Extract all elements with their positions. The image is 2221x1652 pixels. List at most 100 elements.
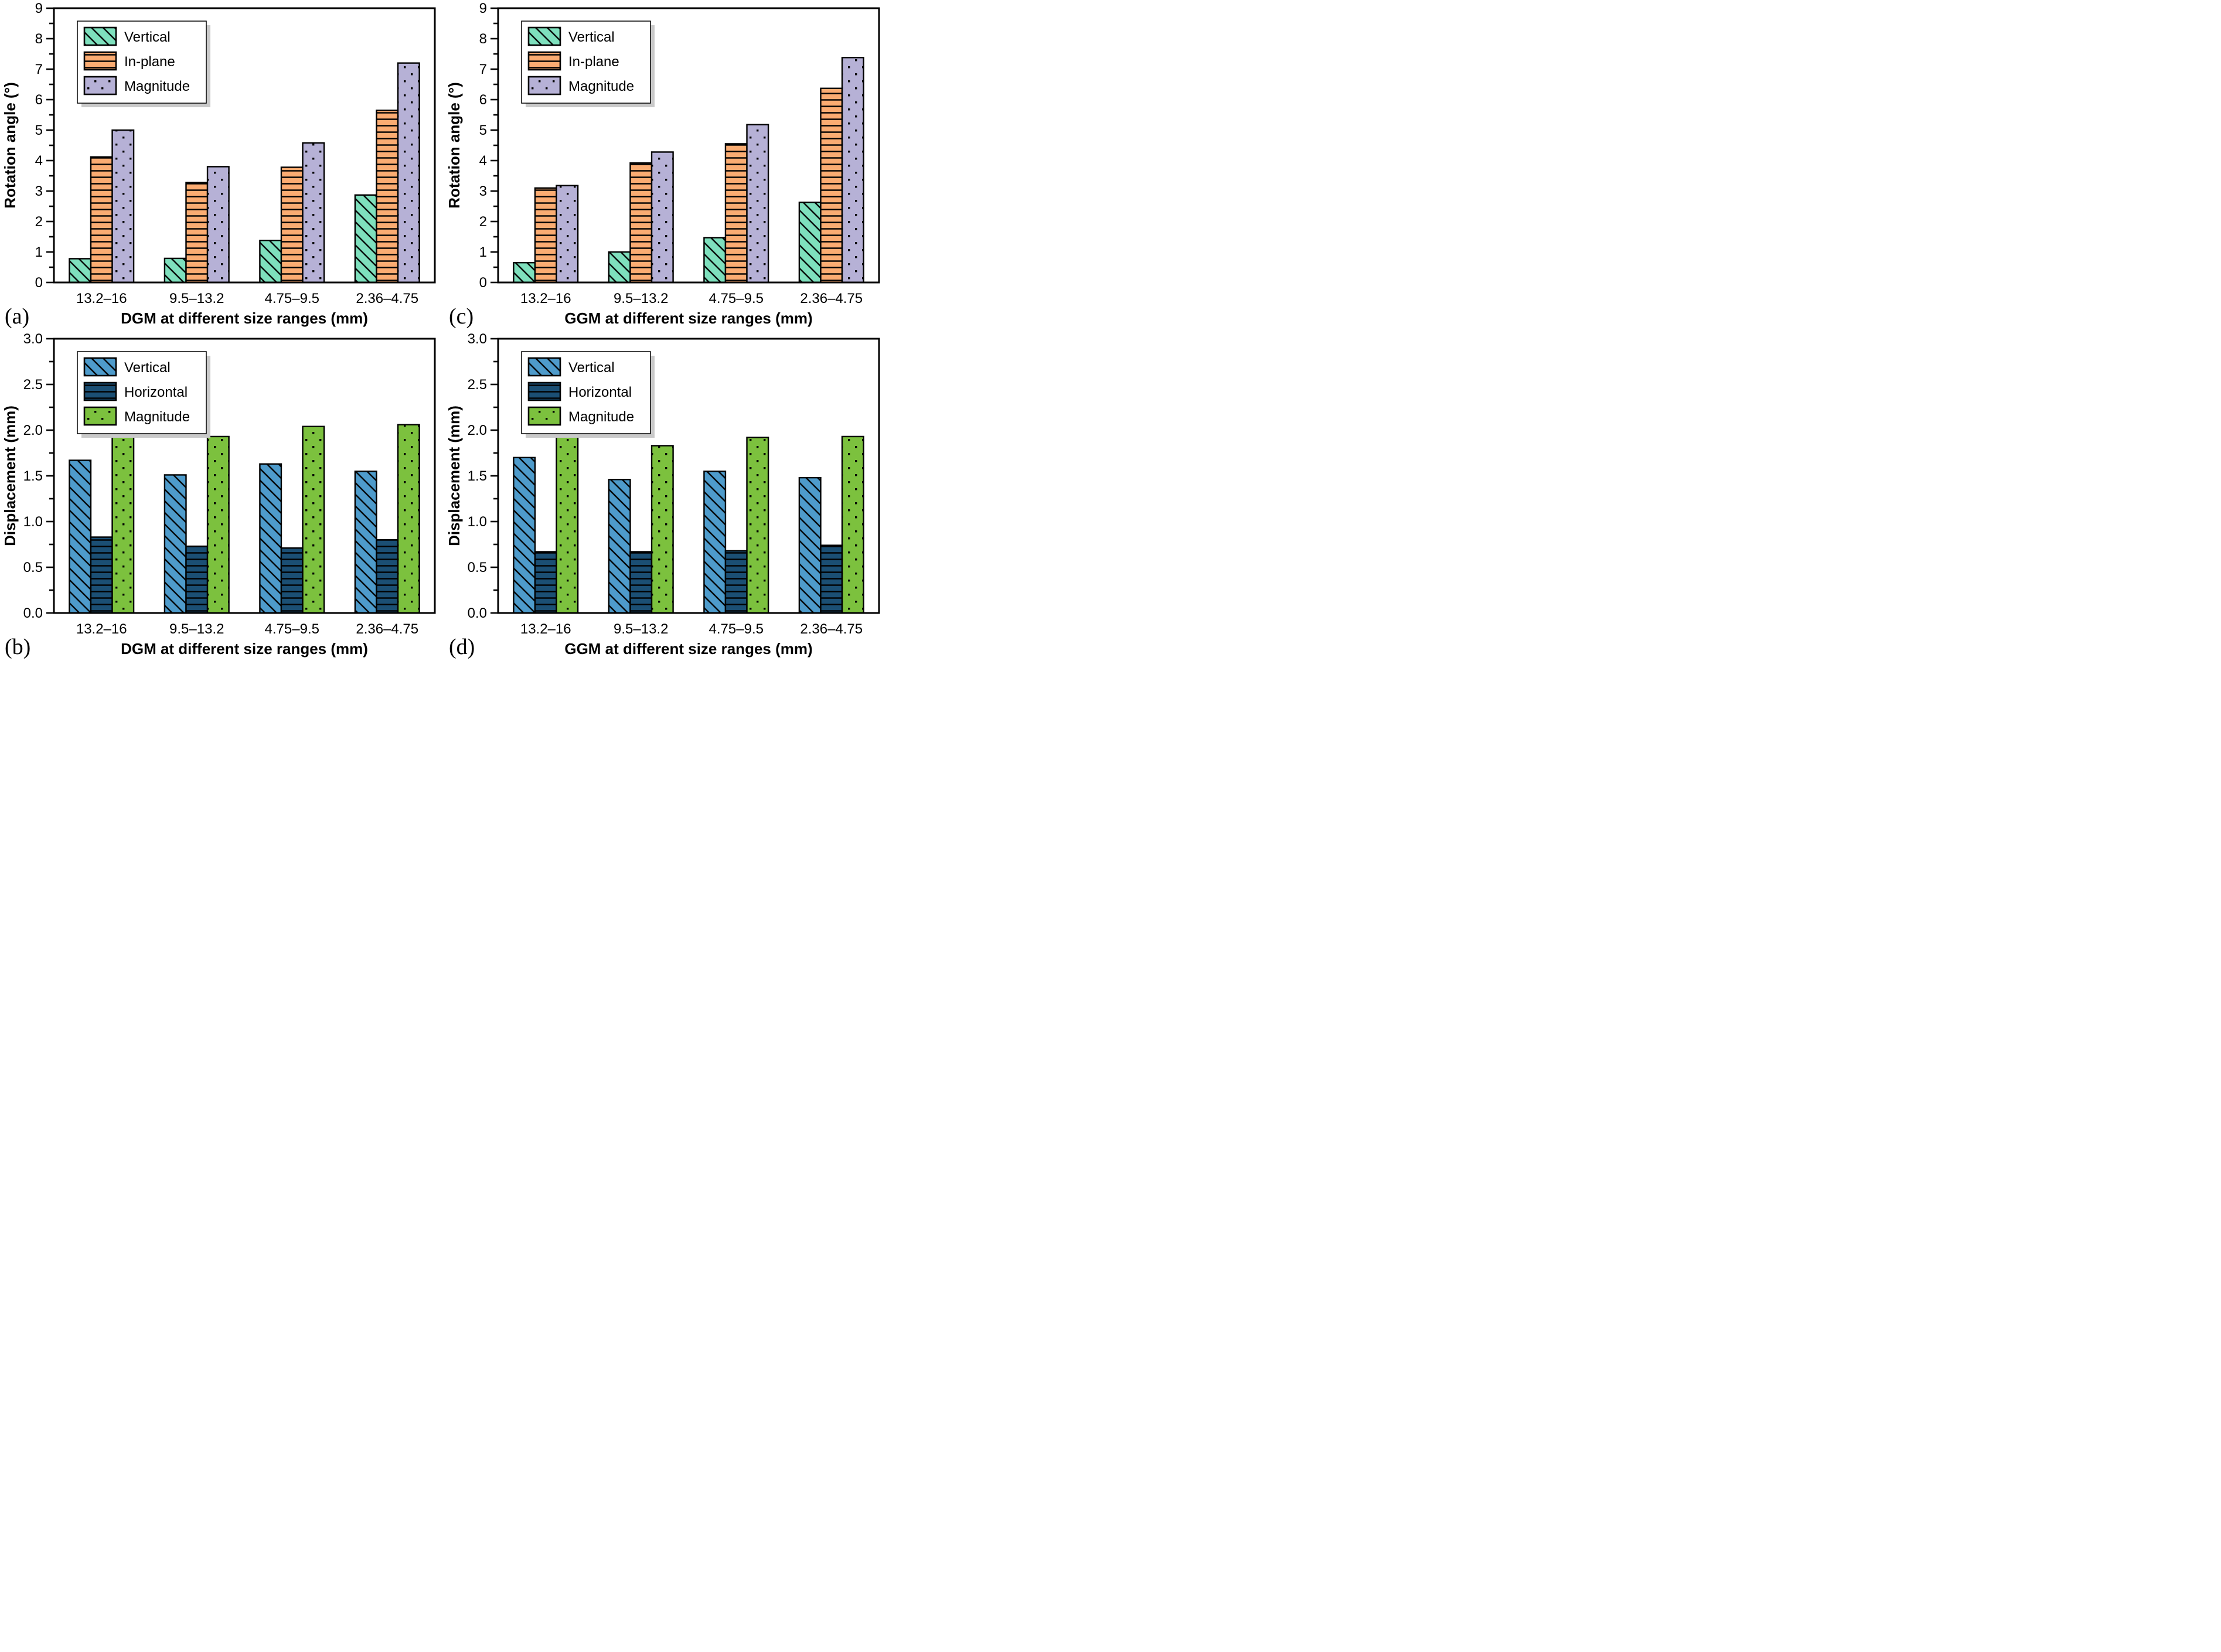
bar-horizontal-4.75–9.5 bbox=[724, 550, 748, 614]
panel-letter: (d) bbox=[449, 635, 475, 659]
chart-d: 0.0 0.5 1.0 1.5 2.0 2.5 3.0 13.2–16 9.5–13.2 4.75… bbox=[445, 331, 880, 659]
y-tick-label: 6 bbox=[35, 92, 43, 108]
y-tick-label: 1 bbox=[479, 244, 487, 260]
legend-swatch-vertical bbox=[527, 357, 561, 377]
legend-label-magnitude: Magnitude bbox=[124, 79, 190, 94]
panel-d-displacement-ggm: 0.0 0.5 1.0 1.5 2.0 2.5 3.0 13.2–16 9.5–13.2 4.75… bbox=[444, 331, 888, 661]
bar-magnitude-13.2–16 bbox=[556, 185, 579, 284]
y-tick-label: 4 bbox=[35, 153, 43, 169]
bar-horizontal-9.5–13.2 bbox=[629, 551, 653, 614]
x-category-label: 2.36–4.75 bbox=[800, 291, 863, 306]
legend-swatch-vertical bbox=[83, 357, 117, 377]
legend: Vertical In-plane Magnitude bbox=[521, 21, 655, 107]
bar-magnitude-2.36–4.75 bbox=[397, 62, 420, 284]
y-tick-label: 1.5 bbox=[23, 468, 43, 484]
x-category-label: 9.5–13.2 bbox=[169, 621, 224, 637]
y-tick-label: 1.0 bbox=[468, 514, 487, 530]
bar-vertical-4.75–9.5 bbox=[703, 470, 727, 614]
y-tick-label: 8 bbox=[35, 31, 43, 47]
legend-swatch-magnitude bbox=[527, 76, 561, 96]
bar-magnitude-13.2–16 bbox=[111, 129, 135, 284]
y-tick-label: 3 bbox=[35, 183, 43, 199]
y-tick-label: 1.5 bbox=[468, 468, 487, 484]
bar-magnitude-2.36–4.75 bbox=[397, 424, 420, 614]
bar-in-plane-4.75–9.5 bbox=[724, 143, 748, 284]
bar-vertical-4.75–9.5 bbox=[259, 463, 282, 614]
y-tick-label: 0 bbox=[479, 275, 487, 291]
bar-vertical-4.75–9.5 bbox=[259, 240, 282, 284]
figure-four-panel-bar-charts: 0 1 2 3 4 5 6 7 8 9 13.2–16 9.5–13.2 4.75–9.5 2.36–4.… bbox=[0, 0, 888, 661]
bar-magnitude-9.5–13.2 bbox=[206, 435, 230, 614]
bar-horizontal-2.36–4.75 bbox=[820, 544, 843, 614]
bar-magnitude-9.5–13.2 bbox=[650, 445, 674, 614]
legend-label-horizontal: Horizontal bbox=[124, 384, 188, 400]
legend-swatch-magnitude bbox=[83, 406, 117, 426]
bar-magnitude-4.75–9.5 bbox=[746, 124, 769, 284]
bar-vertical-2.36–4.75 bbox=[798, 202, 822, 284]
y-tick-label: 4 bbox=[479, 153, 487, 169]
x-axis-title: DGM at different size ranges (mm) bbox=[121, 309, 368, 327]
bar-vertical-13.2–16 bbox=[513, 457, 536, 614]
bar-magnitude-4.75–9.5 bbox=[302, 425, 325, 614]
bar-in-plane-2.36–4.75 bbox=[376, 109, 399, 284]
legend-swatch-vertical bbox=[527, 26, 561, 46]
x-category-label: 9.5–13.2 bbox=[614, 621, 668, 637]
x-axis-title: DGM at different size ranges (mm) bbox=[121, 640, 368, 658]
y-tick-label: 7 bbox=[479, 62, 487, 77]
y-tick-label: 3 bbox=[479, 183, 487, 199]
bar-magnitude-2.36–4.75 bbox=[841, 57, 864, 284]
y-tick-label: 0.0 bbox=[468, 605, 487, 621]
bar-magnitude-9.5–13.2 bbox=[650, 151, 674, 284]
bar-magnitude-4.75–9.5 bbox=[746, 437, 769, 614]
bar-in-plane-13.2–16 bbox=[534, 187, 557, 284]
bar-magnitude-4.75–9.5 bbox=[302, 142, 325, 284]
y-tick-label: 2 bbox=[35, 214, 43, 230]
panel-letter: (b) bbox=[5, 635, 30, 659]
x-category-label: 2.36–4.75 bbox=[356, 621, 418, 637]
legend-label-vertical: Vertical bbox=[124, 360, 171, 376]
bar-horizontal-2.36–4.75 bbox=[376, 539, 399, 614]
bar-in-plane-9.5–13.2 bbox=[629, 162, 653, 284]
y-tick-label: 5 bbox=[479, 122, 487, 138]
x-category-label: 9.5–13.2 bbox=[614, 291, 668, 306]
y-tick-label: 2.5 bbox=[23, 377, 43, 393]
y-tick-label: 2.0 bbox=[23, 423, 43, 438]
bar-vertical-13.2–16 bbox=[513, 262, 536, 284]
bar-horizontal-13.2–16 bbox=[534, 551, 557, 614]
panel-c-rotation-angle-ggm: 0 1 2 3 4 5 6 7 8 9 13.2–16 9.5–13.2 4.75–9.5 2.36–4.… bbox=[444, 0, 888, 331]
y-tick-label: 2 bbox=[479, 214, 487, 230]
y-tick-label: 1 bbox=[35, 244, 43, 260]
y-tick-label: 0.5 bbox=[468, 560, 487, 575]
y-tick-label: 1.0 bbox=[23, 514, 43, 530]
y-tick-label: 8 bbox=[479, 31, 487, 47]
bar-vertical-9.5–13.2 bbox=[163, 257, 187, 284]
y-axis-title: Rotation angle (°) bbox=[1, 82, 19, 209]
legend-swatch-in-plane bbox=[527, 51, 561, 71]
legend-label-vertical: Vertical bbox=[124, 29, 171, 45]
y-tick-label: 2.5 bbox=[468, 377, 487, 393]
legend-label-horizontal: Horizontal bbox=[568, 384, 632, 400]
bar-magnitude-9.5–13.2 bbox=[206, 166, 230, 284]
legend-label-vertical: Vertical bbox=[568, 29, 615, 45]
bar-in-plane-13.2–16 bbox=[90, 156, 113, 284]
legend-swatch-horizontal bbox=[527, 382, 561, 401]
legend-label-magnitude: Magnitude bbox=[568, 409, 634, 425]
bar-vertical-2.36–4.75 bbox=[354, 470, 377, 614]
y-tick-label: 9 bbox=[35, 1, 43, 16]
x-axis-title: GGM at different size ranges (mm) bbox=[564, 640, 812, 658]
legend-label-magnitude: Magnitude bbox=[568, 79, 634, 94]
bar-horizontal-4.75–9.5 bbox=[280, 547, 304, 614]
chart-a: 0 1 2 3 4 5 6 7 8 9 13.2–16 9.5–13.2 4.75–9.5 2.36–4.… bbox=[1, 1, 436, 329]
bar-horizontal-9.5–13.2 bbox=[185, 545, 209, 614]
y-tick-label: 3.0 bbox=[23, 331, 43, 347]
x-category-label: 13.2–16 bbox=[76, 291, 127, 306]
x-category-label: 13.2–16 bbox=[76, 621, 127, 637]
x-category-label: 2.36–4.75 bbox=[356, 291, 418, 306]
y-tick-label: 0 bbox=[35, 275, 43, 291]
legend-swatch-in-plane bbox=[83, 51, 117, 71]
y-axis-title: Displacement (mm) bbox=[1, 406, 19, 546]
x-category-label: 4.75–9.5 bbox=[265, 291, 319, 306]
legend-label-in-plane: In-plane bbox=[568, 54, 619, 70]
y-tick-label: 3.0 bbox=[468, 331, 487, 347]
panel-letter: (a) bbox=[5, 304, 29, 329]
